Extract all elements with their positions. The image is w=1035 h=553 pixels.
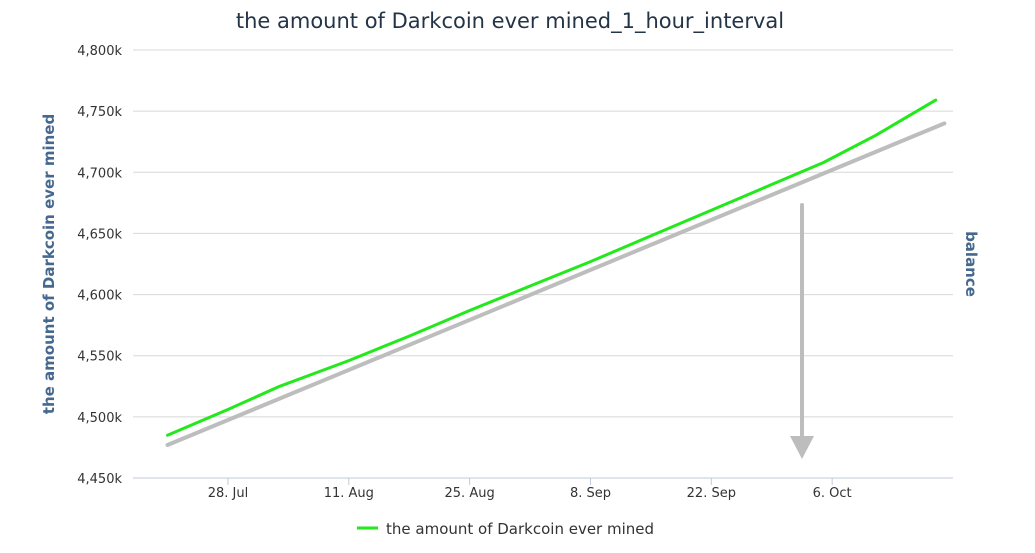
- chart-title: the amount of Darkcoin ever mined_1_hour…: [236, 9, 784, 34]
- legend[interactable]: the amount of Darkcoin ever mined: [357, 520, 654, 538]
- right-axis-title: balance: [962, 231, 980, 297]
- y-tick-label: 4,600k: [77, 289, 122, 304]
- x-tick-label: 28. Jul: [208, 486, 249, 501]
- y-tick-label: 4,450k: [77, 472, 122, 487]
- y-axis-ticks: 4,450k 4,500k 4,550k 4,600k 4,650k 4,700k 4,75…: [77, 44, 122, 487]
- arrow-head-icon: [790, 436, 814, 459]
- x-tick-label: 22. Sep: [687, 486, 736, 501]
- y-axis-title: the amount of Darkcoin ever mined: [40, 114, 58, 414]
- y-tick-label: 4,800k: [77, 44, 122, 59]
- y-tick-label: 4,750k: [77, 105, 122, 120]
- y-tick-label: 4,700k: [77, 166, 122, 181]
- x-axis: 28. Jul 11. Aug 25. Aug 8. Sep 22. Sep 6. Oct: [208, 478, 852, 501]
- y-tick-label: 4,550k: [77, 350, 122, 365]
- x-tick-label: 11. Aug: [324, 486, 374, 501]
- series-line-darkcoin-mined[interactable]: [166, 98, 938, 437]
- x-tick-label: 6. Oct: [813, 486, 852, 501]
- series-line-balance[interactable]: [165, 121, 947, 447]
- x-tick-label: 8. Sep: [570, 486, 611, 501]
- y-tick-label: 4,500k: [77, 411, 122, 426]
- series-layer: [165, 98, 947, 447]
- grid-lines: [133, 49, 953, 479]
- legend-label: the amount of Darkcoin ever mined: [386, 520, 654, 538]
- annotation-layer: [790, 203, 814, 459]
- y-tick-label: 4,650k: [77, 227, 122, 242]
- x-tick-label: 25. Aug: [445, 486, 495, 501]
